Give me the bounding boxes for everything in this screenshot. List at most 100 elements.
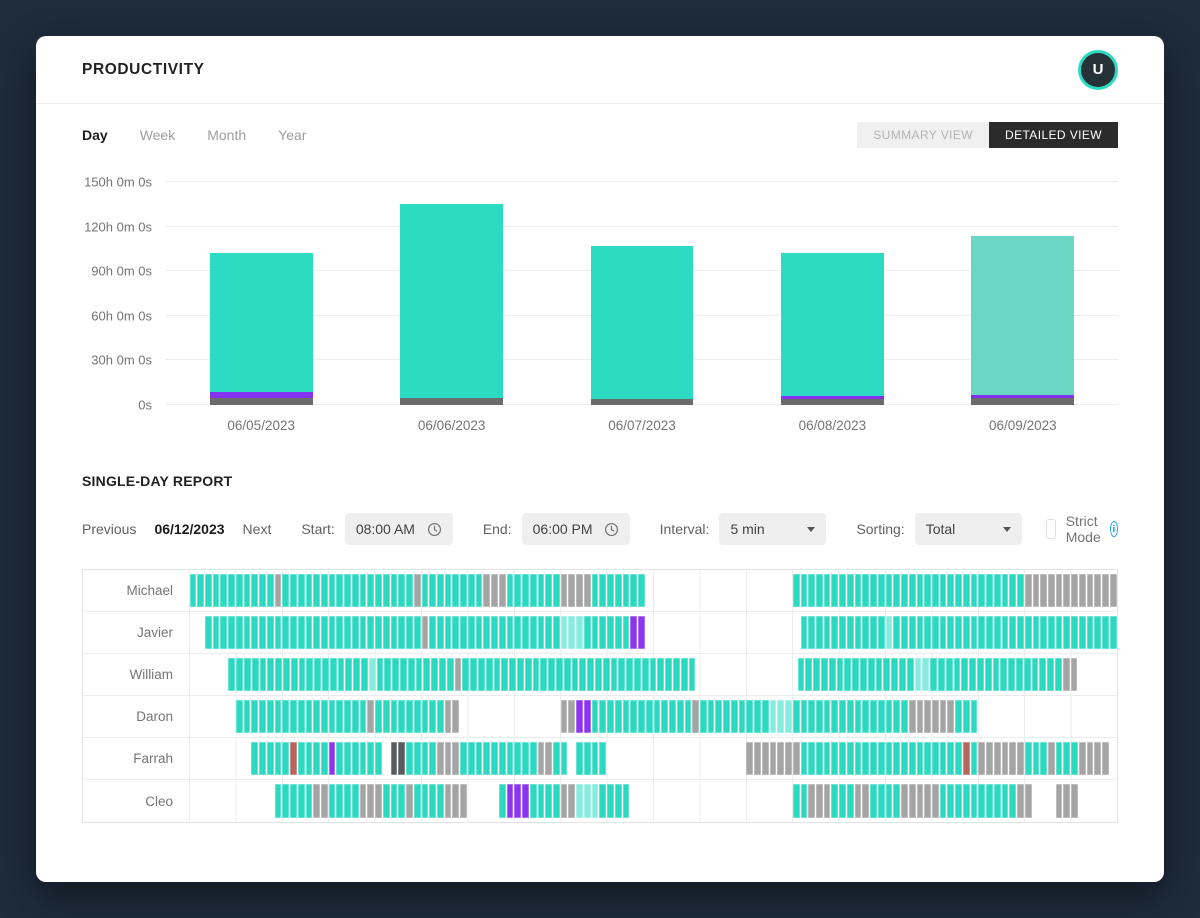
grid-cell — [823, 574, 831, 607]
grid-cell — [328, 574, 336, 607]
row-track — [189, 696, 1117, 737]
grid-cell — [514, 700, 521, 733]
grid-cell — [452, 742, 460, 775]
user-avatar[interactable]: U — [1078, 49, 1118, 90]
tab-year[interactable]: Year — [278, 127, 307, 143]
grid-cell — [762, 616, 769, 649]
grid-cell — [266, 700, 274, 733]
grid-cell — [235, 616, 243, 649]
grid-cell — [594, 658, 602, 691]
grid-cell — [1001, 574, 1009, 607]
grid-cell — [413, 784, 421, 818]
grid-cell — [646, 574, 653, 607]
grid-cell — [382, 616, 390, 649]
grid-cell — [537, 574, 545, 607]
grid-cell — [947, 574, 955, 607]
grid-cell — [839, 700, 846, 733]
grid-cell — [955, 742, 962, 775]
grid-cell — [831, 616, 839, 649]
previous-day-button[interactable]: Previous — [82, 521, 137, 537]
grid-cell — [522, 742, 529, 775]
interval-select[interactable]: 5 min — [719, 513, 827, 545]
grid-cell — [491, 700, 498, 733]
bar-slot — [737, 182, 927, 405]
grid-cell — [599, 742, 607, 775]
grid-cell — [607, 700, 614, 733]
grid-cell — [1094, 616, 1102, 649]
grid-cell — [993, 616, 1001, 649]
grid-cell — [267, 658, 275, 691]
grid-cell — [893, 700, 901, 733]
grid-cell — [462, 658, 470, 691]
grid-cell — [939, 742, 947, 775]
grid-cell — [654, 742, 661, 775]
grid-cell — [228, 784, 235, 818]
tab-day[interactable]: Day — [82, 127, 108, 143]
grid-cell — [708, 574, 715, 607]
grid-cell — [297, 784, 305, 818]
grid-cell — [978, 742, 986, 775]
summary-view-button[interactable]: SUMMARY VIEW — [857, 122, 989, 148]
grid-cell — [197, 784, 204, 818]
grid-cell — [751, 658, 758, 691]
grid-cell — [568, 742, 575, 775]
grid-cell — [320, 742, 328, 775]
date-label: 06/05/2023 — [227, 418, 295, 433]
grid-cell — [243, 574, 251, 607]
grid-cell — [305, 784, 313, 818]
grid-cell — [885, 700, 893, 733]
next-day-button[interactable]: Next — [242, 521, 272, 537]
grid-cell — [885, 616, 893, 649]
sorting-select[interactable]: Total — [914, 513, 1022, 545]
grid-cell — [986, 616, 993, 649]
grid-cell — [754, 616, 761, 649]
grid-cell — [444, 574, 452, 607]
grid-cell — [938, 658, 945, 691]
grid-cell — [1087, 700, 1094, 733]
date-label: 06/08/2023 — [798, 418, 867, 433]
grid-cell — [815, 742, 823, 775]
row-name: Cleo — [145, 793, 173, 809]
gridline — [166, 181, 1118, 182]
grid-cell — [452, 784, 460, 818]
tab-week[interactable]: Week — [139, 127, 176, 143]
grid-cell — [314, 658, 322, 691]
grid-cell — [731, 574, 738, 607]
start-time-input[interactable]: 08:00 AM — [344, 513, 453, 545]
grid-cell — [901, 616, 908, 649]
grid-cell — [610, 658, 618, 691]
grid-cell — [746, 700, 754, 733]
grid-cell — [375, 742, 382, 775]
grid-cell — [785, 616, 792, 649]
grid-cell — [390, 700, 398, 733]
grid-cell — [723, 784, 730, 818]
grid-cell — [1078, 658, 1085, 691]
info-icon[interactable]: i — [1109, 521, 1118, 537]
grid-cell — [676, 700, 684, 733]
grid-cell — [1017, 574, 1024, 607]
end-time-input[interactable]: 06:00 PM — [521, 513, 630, 545]
grid-cell — [696, 658, 703, 691]
strict-mode-checkbox[interactable] — [1045, 519, 1056, 539]
grid-cell — [1087, 784, 1094, 818]
grid-cell — [708, 784, 715, 818]
grid-cell — [932, 616, 939, 649]
grid-cell — [947, 700, 955, 733]
grid-cell — [870, 742, 877, 775]
grid-cell — [622, 784, 630, 818]
grid-cell — [638, 574, 645, 607]
grid-cell — [251, 658, 259, 691]
tab-month[interactable]: Month — [207, 127, 247, 143]
grid-cell — [243, 700, 251, 733]
grid-cell — [344, 784, 351, 818]
grid-cell — [501, 658, 509, 691]
grid-cell — [244, 658, 251, 691]
grid-cell — [685, 784, 692, 818]
grid-cell — [537, 616, 545, 649]
grid-cell — [406, 700, 413, 733]
detailed-view-button[interactable]: DETAILED VIEW — [989, 122, 1118, 148]
row-name: Daron — [136, 709, 173, 724]
grid-cell — [893, 784, 901, 818]
grid-cell — [1110, 700, 1117, 733]
grid-cell — [290, 616, 297, 649]
